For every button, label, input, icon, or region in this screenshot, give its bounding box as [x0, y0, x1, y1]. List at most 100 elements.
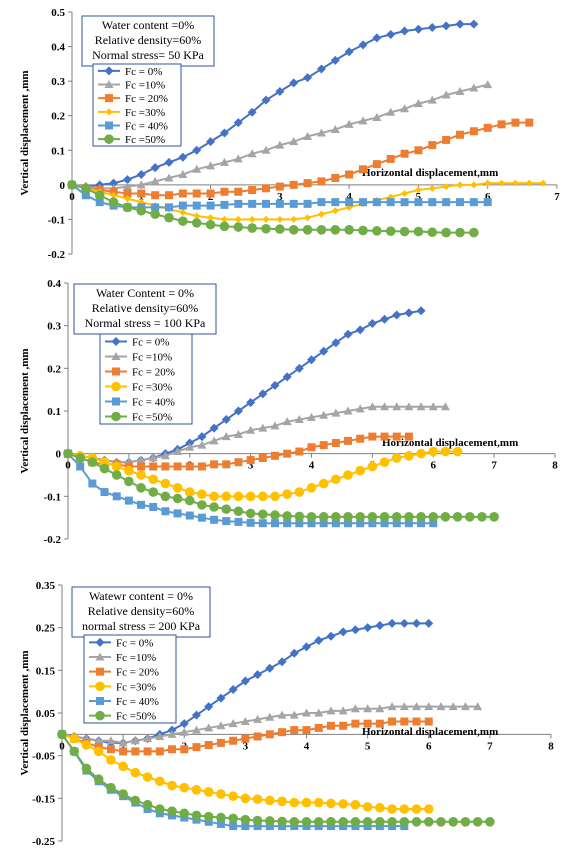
data-point: [428, 198, 437, 207]
legend-label: Fc =50%: [125, 134, 165, 146]
y-tick-label: 0.1: [51, 145, 65, 157]
data-point: [525, 179, 533, 187]
data-point: [143, 734, 153, 743]
data-point: [155, 776, 165, 787]
data-point: [319, 519, 328, 528]
data-point: [392, 310, 402, 320]
data-point: [234, 458, 243, 467]
data-point: [81, 183, 91, 194]
series-6: [57, 729, 495, 827]
data-point: [155, 731, 165, 740]
data-point: [289, 199, 298, 208]
legend-label: Fc =50%: [132, 412, 172, 424]
data-point: [399, 702, 409, 711]
data-point: [179, 808, 190, 819]
annotation-text: normal stress = 200 KPa: [82, 619, 201, 633]
data-point: [197, 500, 207, 510]
data-point: [150, 163, 160, 173]
data-point: [380, 519, 389, 528]
legend-label: Fc = 20%: [116, 667, 159, 679]
data-point: [416, 402, 426, 411]
data-point: [375, 817, 385, 827]
data-point: [460, 817, 471, 827]
y-axis-label: Vertical displacement ,mm: [19, 70, 31, 195]
annotation-box: Watewr content = 0%Relative density=60%n…: [71, 586, 211, 638]
data-point: [258, 453, 267, 462]
data-point: [392, 402, 402, 411]
data-point: [469, 127, 478, 136]
data-point: [283, 519, 292, 528]
legend-label: Fc =30%: [116, 681, 156, 693]
data-point: [413, 24, 423, 34]
x-tick-label: 0: [59, 740, 65, 752]
data-point: [350, 704, 360, 713]
data-point: [149, 462, 158, 471]
data-point: [452, 512, 463, 522]
data-point: [359, 165, 367, 174]
data-point: [164, 173, 174, 182]
data-point: [261, 95, 271, 105]
data-point: [106, 755, 116, 765]
data-point: [362, 802, 373, 812]
data-point: [136, 205, 147, 216]
x-tick-label: 7: [491, 460, 497, 472]
data-point: [464, 512, 475, 522]
legend: Fc = 0%Fc =10%Fc = 20%Fc =30%Fc = 40%Fc …: [92, 63, 182, 147]
x-tick-label: 0: [65, 460, 71, 472]
data-point: [484, 179, 492, 187]
x-tick-label: 6: [485, 191, 491, 203]
data-point: [253, 714, 263, 723]
data-point: [375, 621, 385, 631]
data-point: [331, 512, 341, 522]
legend: Fc = 0%Fc =10%Fc = 20%Fc =30%Fc = 40%Fc …: [99, 333, 193, 425]
chart-panel-3: -0.25-0.15-0.050.050.150.250.35012345678…: [19, 580, 554, 848]
data-point: [247, 223, 257, 233]
data-point: [386, 107, 396, 116]
x-axis-label: Horizontal displacement,mm: [382, 437, 518, 449]
data-point: [104, 80, 114, 88]
data-point: [289, 817, 300, 827]
data-point: [178, 216, 188, 226]
y-axis-label: Vertical displacement ,mm: [19, 348, 31, 473]
legend-label: Fc =10%: [116, 652, 156, 664]
data-point: [277, 657, 287, 667]
data-point: [289, 797, 300, 808]
data-point: [265, 816, 275, 826]
data-point: [277, 710, 287, 719]
data-point: [180, 745, 189, 754]
x-tick-label: 7: [554, 191, 560, 203]
data-point: [387, 804, 397, 814]
data-point: [440, 402, 450, 411]
data-point: [282, 372, 292, 382]
data-point: [470, 181, 478, 189]
data-point: [137, 462, 146, 471]
data-point: [401, 190, 409, 197]
data-point: [216, 789, 226, 799]
data-point: [386, 198, 395, 207]
x-tick-label: 7: [487, 740, 493, 752]
data-point: [307, 412, 316, 421]
data-point: [234, 215, 242, 223]
annotation-text: Normal stress= 50 KPa: [92, 48, 204, 62]
data-point: [252, 815, 263, 826]
data-point: [412, 618, 422, 628]
data-point: [344, 119, 354, 128]
data-point: [303, 199, 312, 208]
data-point: [441, 21, 451, 31]
data-point: [221, 415, 231, 425]
data-point: [489, 512, 499, 522]
data-point: [265, 822, 274, 831]
data-point: [338, 817, 348, 827]
data-point: [151, 191, 160, 200]
annotation-text: Relative density=60%: [88, 604, 194, 618]
data-point: [317, 198, 326, 207]
y-tick-label: -0.15: [32, 793, 55, 805]
data-point: [363, 719, 372, 728]
data-point: [105, 94, 113, 103]
data-point: [261, 145, 271, 154]
data-point: [295, 447, 304, 456]
data-point: [204, 702, 214, 712]
data-point: [404, 402, 414, 411]
data-point: [316, 225, 327, 235]
